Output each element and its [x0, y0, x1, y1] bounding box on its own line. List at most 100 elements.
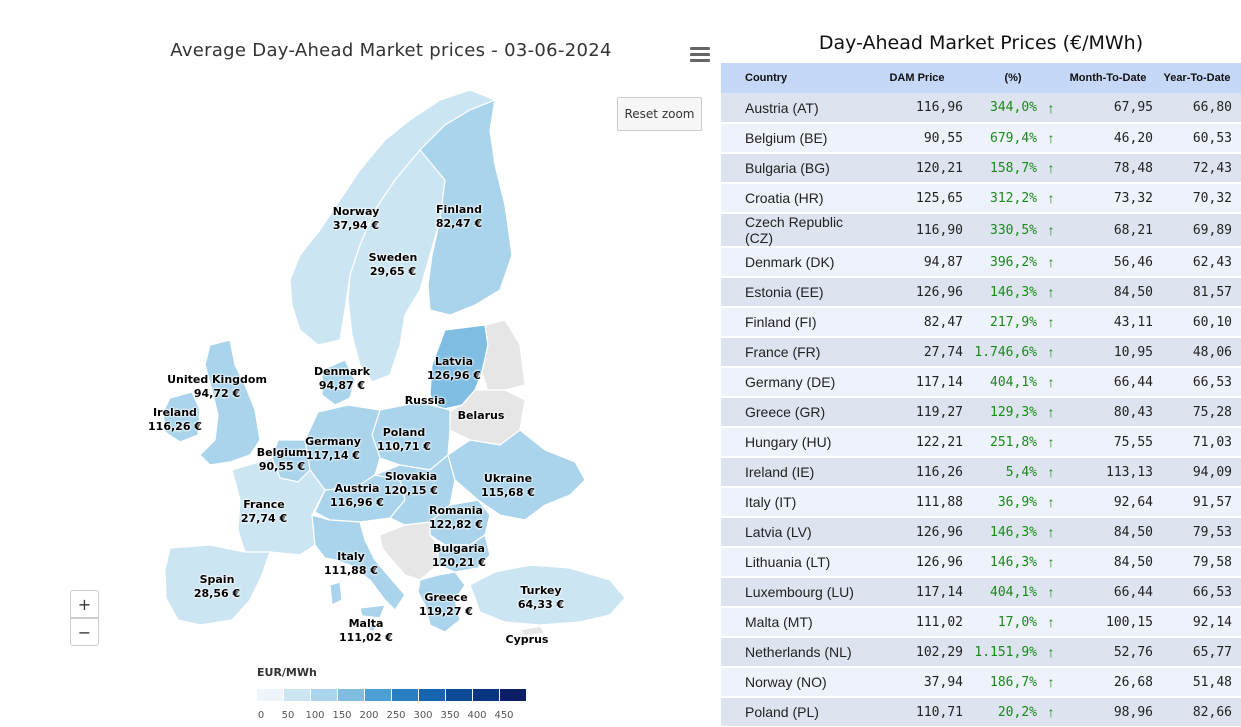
- hamburger-menu-icon[interactable]: [690, 47, 710, 65]
- header-year-to-date[interactable]: Year-To-Date: [1163, 72, 1231, 84]
- table-panel: Day-Ahead Market Prices (€/MWh) Country …: [721, 0, 1241, 727]
- legend-swatch: [473, 689, 500, 701]
- map-label-name: Slovakia: [384, 470, 438, 483]
- region-spain[interactable]: [164, 544, 271, 626]
- arrow-up-icon: ↑: [1047, 190, 1055, 206]
- dam-price-cell: 27,74: [923, 344, 963, 360]
- month-to-date-cell: 43,11: [1113, 314, 1153, 330]
- percent-cell: 158,7%: [990, 160, 1037, 176]
- reset-zoom-button[interactable]: Reset zoom: [617, 97, 702, 131]
- europe-map[interactable]: [0, 0, 720, 727]
- region-islands-italy[interactable]: [329, 581, 386, 619]
- country-cell: Lithuania (LT): [745, 554, 831, 570]
- region-russia[interactable]: [481, 319, 526, 393]
- map-label-value: 111,02 €: [339, 631, 393, 644]
- table-row[interactable]: Bulgaria (BG) 120,21 158,7% ↑ 78,48 72,43: [721, 153, 1241, 183]
- region-ukraine[interactable]: [447, 429, 586, 521]
- map-label-name: Russia: [404, 394, 446, 407]
- table-row[interactable]: Ireland (IE) 116,26 5,4% ↑ 113,13 94,09: [721, 457, 1241, 487]
- table-row[interactable]: Denmark (DK) 94,87 396,2% ↑ 56,46 62,43: [721, 247, 1241, 277]
- region-balkans[interactable]: [379, 521, 439, 581]
- map-label-name: Turkey: [520, 584, 562, 597]
- header-dam-price[interactable]: DAM Price: [889, 72, 945, 84]
- map-label-name: Spain: [199, 573, 235, 586]
- region-united-kingdom[interactable]: [199, 339, 261, 466]
- month-to-date-cell: 100,15: [1106, 614, 1153, 630]
- country-cell: Estonia (EE): [745, 284, 824, 300]
- percent-cell: 217,9%: [990, 314, 1037, 330]
- region-denmark[interactable]: [321, 359, 356, 406]
- map-label-name: Belarus: [457, 409, 505, 422]
- region-turkey[interactable]: [469, 564, 626, 626]
- dam-price-cell: 94,87: [923, 254, 963, 270]
- zoom-in-button[interactable]: +: [70, 590, 99, 618]
- map-label-name: Greece: [424, 591, 468, 604]
- country-cell: Austria (AT): [745, 99, 819, 116]
- legend-tick: 250: [386, 710, 406, 721]
- legend-swatch: [500, 689, 527, 701]
- table-row[interactable]: Luxembourg (LU) 117,14 404,1% ↑ 66,44 66,53: [721, 577, 1241, 607]
- region-cyprus[interactable]: [518, 625, 547, 637]
- percent-cell: 36,9%: [997, 494, 1037, 510]
- map-label-norway: Norway 37,94 €: [333, 205, 380, 233]
- legend-swatch: [365, 689, 392, 701]
- month-to-date-cell: 66,44: [1113, 374, 1153, 390]
- region-finland[interactable]: [419, 99, 513, 316]
- region-malta[interactable]: [368, 624, 376, 632]
- percent-cell: 404,1%: [990, 584, 1037, 600]
- percent-cell: 146,3%: [990, 554, 1037, 570]
- map-label-denmark: Denmark 94,87 €: [314, 365, 370, 393]
- map-label-name: Norway: [332, 205, 380, 218]
- map-label-name: Bulgaria: [433, 542, 485, 555]
- table-row[interactable]: Netherlands (NL) 102,29 1.151,9% ↑ 52,76 65,7…: [721, 637, 1241, 667]
- month-to-date-cell: 84,50: [1113, 284, 1153, 300]
- map-label-name: Italy: [337, 550, 365, 563]
- map-label-name: France: [243, 498, 285, 511]
- table-row[interactable]: Belgium (BE) 90,55 679,4% ↑ 46,20 60,53: [721, 123, 1241, 153]
- table-row[interactable]: Latvia (LV) 126,96 146,3% ↑ 84,50 79,53: [721, 517, 1241, 547]
- legend-tick: 150: [332, 710, 352, 721]
- dam-price-cell: 110,71: [916, 704, 963, 720]
- header-country[interactable]: Country: [745, 72, 788, 84]
- map-label-value: 122,82 €: [429, 518, 483, 531]
- map-panel: Average Day-Ahead Market prices - 03-06-…: [0, 0, 720, 727]
- table-row[interactable]: Czech Republic (CZ) 116,90 330,5% ↑ 68,21 69,…: [721, 213, 1241, 247]
- legend-tick: 0: [257, 710, 265, 721]
- region-italy[interactable]: [311, 514, 406, 611]
- map-label-value: 115,68 €: [481, 486, 535, 499]
- table-row[interactable]: Estonia (EE) 126,96 146,3% ↑ 84,50 81,57: [721, 277, 1241, 307]
- table-row[interactable]: France (FR) 27,74 1.746,6% ↑ 10,95 48,06: [721, 337, 1241, 367]
- map-label-name: Ireland: [153, 406, 197, 419]
- map-label-value: 110,71 €: [377, 440, 431, 453]
- country-cell: Ireland (IE): [745, 464, 815, 480]
- arrow-up-icon: ↑: [1047, 674, 1055, 690]
- map-label-value: 120,21 €: [432, 556, 486, 569]
- table-row[interactable]: Germany (DE) 117,14 404,1% ↑ 66,44 66,53: [721, 367, 1241, 397]
- legend-swatch: [284, 689, 311, 701]
- table-row[interactable]: Hungary (HU) 122,21 251,8% ↑ 75,55 71,03: [721, 427, 1241, 457]
- table-row[interactable]: Lithuania (LT) 126,96 146,3% ↑ 84,50 79,58: [721, 547, 1241, 577]
- table-row[interactable]: Italy (IT) 111,88 36,9% ↑ 92,64 91,57: [721, 487, 1241, 517]
- region-greece[interactable]: [417, 571, 466, 633]
- month-to-date-cell: 26,68: [1113, 674, 1153, 690]
- month-to-date-cell: 10,95: [1113, 344, 1153, 360]
- percent-cell: 129,3%: [990, 404, 1037, 420]
- country-cell: Croatia (HR): [745, 190, 824, 206]
- table-row[interactable]: Norway (NO) 37,94 186,7% ↑ 26,68 51,48: [721, 667, 1241, 697]
- region-sweden[interactable]: [347, 149, 446, 383]
- table-row[interactable]: Malta (MT) 111,02 17,0% ↑ 100,15 92,14: [721, 607, 1241, 637]
- table-row[interactable]: Austria (AT) 116,96 344,0% ↑ 67,95 66,80: [721, 93, 1241, 123]
- table-row[interactable]: Croatia (HR) 125,65 312,2% ↑ 73,32 70,32: [721, 183, 1241, 213]
- legend-swatch: [419, 689, 446, 701]
- table-row[interactable]: Finland (FI) 82,47 217,9% ↑ 43,11 60,10: [721, 307, 1241, 337]
- map-label-poland: Poland 110,71 €: [377, 426, 431, 454]
- header-percent[interactable]: (%): [1004, 72, 1022, 84]
- region-ireland[interactable]: [162, 391, 201, 443]
- region-bulgaria[interactable]: [437, 534, 491, 573]
- zoom-out-button[interactable]: −: [70, 618, 99, 646]
- map-label-name: Malta: [348, 617, 384, 630]
- header-month-to-date[interactable]: Month-To-Date: [1069, 72, 1147, 84]
- arrow-up-icon: ↑: [1047, 344, 1055, 360]
- table-row[interactable]: Poland (PL) 110,71 20,2% ↑ 98,96 82,66: [721, 697, 1241, 727]
- table-row[interactable]: Greece (GR) 119,27 129,3% ↑ 80,43 75,28: [721, 397, 1241, 427]
